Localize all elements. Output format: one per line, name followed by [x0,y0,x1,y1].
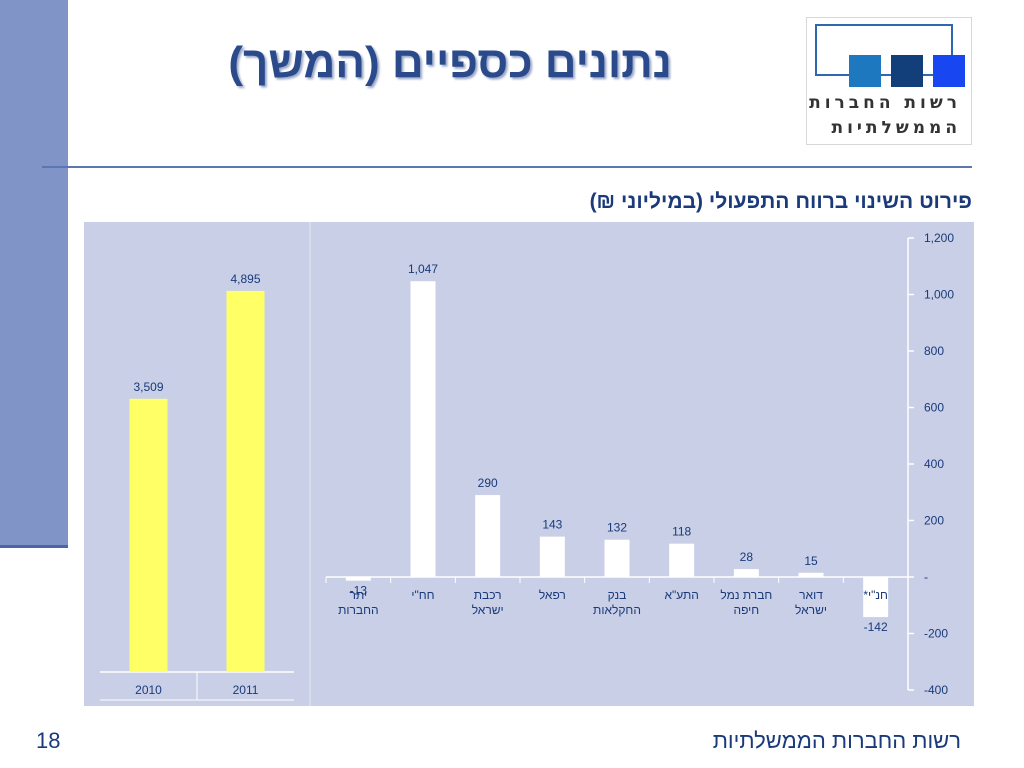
breakdown-category-label: רכבת [474,588,502,602]
breakdown-data-label: 1,047 [408,262,438,276]
annual-x-tick-2010: 2010 [135,683,162,697]
breakdown-data-label: 143 [542,518,562,532]
breakdown-bar [798,572,824,577]
breakdown-data-label: 15 [804,554,818,568]
breakdown-category-label: רפאל [539,588,566,602]
breakdown-category-label: חח"י [411,588,434,602]
breakdown-bar [863,577,889,618]
breakdown-category-label: ישראל [472,603,504,617]
breakdown-category-label: יתר [350,588,368,602]
page-number: 18 [36,728,61,753]
annual-data-label-2010: 3,509 [133,380,163,394]
breakdown-bar [669,543,695,577]
breakdown-category-label: בנק [608,588,627,602]
breakdown-data-label: 290 [478,476,498,490]
slide-title: נתונים כספיים (המשך) [228,38,672,87]
breakdown-category-label: דואר [799,588,823,602]
annual-x-tick-2011: 2011 [233,683,259,697]
chart-canvas: 3,509 2010 4,895 2011 1,200 1,000 800 600 400 200… [100,222,954,706]
breakdown-y-tick-label: 400 [924,457,944,471]
breakdown-data-label: 28 [740,550,754,564]
breakdown-category-label: התע"א [664,588,698,602]
breakdown-bar [733,569,759,577]
annual-bar-2011 [226,290,265,672]
breakdown-category-label: החברות [338,603,379,617]
breakdown-y-tick-label: -400 [924,683,948,697]
breakdown-y-tick-label: 1,200 [924,231,954,245]
breakdown-data-label: -13 [350,584,368,598]
breakdown-bar [539,536,565,577]
breakdown-category-label: חברת נמל [720,588,772,602]
logo-frame [815,24,953,76]
breakdown-category-label: חנ"י* [863,588,888,602]
breakdown-y-tick-label: 1,000 [924,288,954,302]
chart-title: פירוט השינוי ברווח התפעולי (במיליוני ₪) [589,190,972,213]
annual-data-label-2011: 4,895 [230,272,260,286]
logo-square-light [849,55,881,87]
breakdown-bar [604,539,630,577]
breakdown-y-tick-label: -200 [924,627,948,641]
breakdown-data-label: 118 [672,525,691,539]
side-accent-bar [0,0,68,547]
breakdown-bar [475,495,501,577]
breakdown-y-tick-label: 600 [924,401,944,415]
breakdown-bar [410,281,436,577]
breakdown-data-label: 132 [607,521,627,535]
breakdown-bar [345,577,371,581]
logo-square-dark [891,55,923,87]
annual-bar-2010 [129,398,168,672]
breakdown-category-label: חיפה [733,603,759,617]
breakdown-data-label: -142 [864,620,888,634]
breakdown-y-tick-label: 800 [924,344,944,358]
company-logo: רשות החברות הממשלתיות [806,17,972,145]
logo-square-bright [933,55,965,87]
chart-panel: 3,509 2010 4,895 2011 1,200 1,000 800 600 400 200… [84,222,974,706]
breakdown-category-label: ישראל [795,603,827,617]
logo-text-line1: רשות החברות [809,93,961,113]
logo-text-line2: הממשלתיות [831,118,961,138]
title-divider [42,166,972,168]
breakdown-y-tick-label: 200 [924,514,944,528]
footer-text: רשות החברות הממשלתיות [712,728,961,753]
breakdown-y-tick-label: - [924,570,928,584]
breakdown-category-label: החקלאות [593,603,641,617]
side-accent-underline [0,545,68,548]
